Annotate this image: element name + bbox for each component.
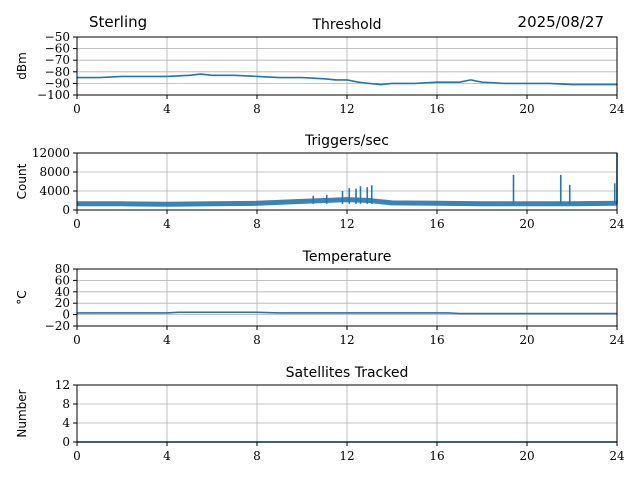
triggers-sec-chart: 0 4 8 12 16 20 24 12000 8000 4000 0 Triggers/sec Cou… <box>15 133 625 231</box>
threshold-chart: 0 4 8 12 16 20 24 −50−60−70−80−90−100 Threshold d… <box>15 17 625 116</box>
triggers-sec-ytick-label: 0 <box>62 203 70 217</box>
triggers-sec-title: Triggers/sec <box>304 133 389 149</box>
temperature-ytick-label: 40 <box>55 285 70 299</box>
threshold-ytick-label: −100 <box>37 88 70 102</box>
temperature-series-line <box>77 311 617 315</box>
temperature-xtick-label: 12 <box>339 333 354 347</box>
temperature-xtick-label: 0 <box>73 333 81 347</box>
temperature-xtick-label: 4 <box>163 333 171 347</box>
threshold-xtick-label: 24 <box>609 102 625 116</box>
threshold-ytick-label: −50 <box>45 30 70 44</box>
triggers-sec-xtick-label: 20 <box>519 217 534 231</box>
report-date: 2025/08/27 <box>517 13 604 31</box>
triggers-sec-ytick-label: 8000 <box>39 165 70 179</box>
temperature-xtick-label: 24 <box>609 333 625 347</box>
threshold-ytick-label: −80 <box>45 65 70 79</box>
threshold-title: Threshold <box>312 17 382 33</box>
triggers-sec-ytick-label: 12000 <box>32 146 70 160</box>
threshold-ylabel: dBm <box>15 52 29 80</box>
triggers-sec-ytick-label: 4000 <box>39 184 70 198</box>
satellites-tracked-chart: 0 4 8 12 16 20 24 12 8 4 0 Satellites Tracked Number <box>15 365 625 463</box>
triggers-sec-xtick-label: 0 <box>73 217 81 231</box>
satellites-tracked-xtick-label: 0 <box>73 449 81 463</box>
triggers-sec-xtick-label: 8 <box>253 217 261 231</box>
triggers-sec-xtick-label: 24 <box>609 217 625 231</box>
threshold-ytick-label: −60 <box>45 42 70 56</box>
temperature-ytick-label: −20 <box>45 319 70 333</box>
satellites-tracked-ytick-label: 12 <box>55 378 70 392</box>
satellites-tracked-ytick-label: 8 <box>62 397 70 411</box>
threshold-xtick-label: 0 <box>73 102 81 116</box>
threshold-ytick-label: −90 <box>45 76 70 90</box>
triggers-sec-ylabel: Count <box>15 163 29 199</box>
threshold-xtick-label: 8 <box>253 102 261 116</box>
temperature-xtick-label: 16 <box>429 333 444 347</box>
satellites-tracked-xtick-label: 12 <box>339 449 354 463</box>
threshold-xtick-label: 20 <box>519 102 534 116</box>
threshold-xtick-label: 4 <box>163 102 171 116</box>
temperature-ytick-label: 0 <box>62 308 70 322</box>
satellites-tracked-ytick-label: 4 <box>62 416 70 430</box>
satellites-tracked-ylabel: Number <box>15 389 29 437</box>
threshold-xtick-label: 12 <box>339 102 354 116</box>
triggers-sec-xtick-label: 12 <box>339 217 354 231</box>
satellites-tracked-ytick-label: 0 <box>62 435 70 449</box>
temperature-ylabel: °C <box>15 290 29 304</box>
threshold-xtick-label: 16 <box>429 102 444 116</box>
satellites-tracked-xtick-label: 4 <box>163 449 171 463</box>
satellites-tracked-xtick-label: 20 <box>519 449 534 463</box>
threshold-ytick-label: −70 <box>45 53 70 67</box>
temperature-ytick-label: 60 <box>55 273 70 287</box>
threshold-series-line <box>77 73 617 86</box>
triggers-sec-baseline-line <box>77 197 618 207</box>
station-name: Sterling <box>89 13 148 31</box>
temperature-ytick-label: 80 <box>55 262 70 276</box>
satellites-tracked-xtick-label: 8 <box>253 449 261 463</box>
temperature-title: Temperature <box>302 249 392 265</box>
satellites-tracked-title: Satellites Tracked <box>286 365 409 381</box>
temperature-ytick-label: 20 <box>55 296 70 310</box>
temperature-xtick-label: 8 <box>253 333 261 347</box>
triggers-sec-xtick-label: 16 <box>429 217 444 231</box>
satellites-tracked-xtick-label: 16 <box>429 449 444 463</box>
temperature-xtick-label: 20 <box>519 333 534 347</box>
triggers-sec-xtick-label: 4 <box>163 217 171 231</box>
satellites-tracked-xtick-label: 24 <box>609 449 625 463</box>
